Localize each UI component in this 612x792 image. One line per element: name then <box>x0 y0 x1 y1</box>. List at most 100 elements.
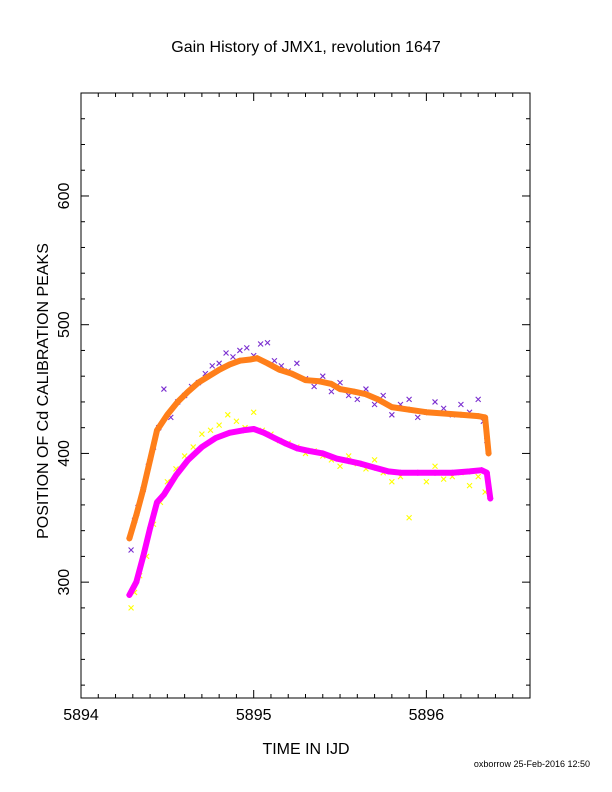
fit-point <box>466 468 473 475</box>
fit-point <box>276 366 283 373</box>
data-point <box>311 383 318 390</box>
fit-point <box>126 592 133 599</box>
fit-point <box>288 370 295 377</box>
fit-point <box>483 469 490 476</box>
fit-point <box>172 472 179 479</box>
data-point <box>363 386 369 392</box>
fit-point <box>147 456 154 463</box>
y-tick-label: 500 <box>56 311 73 338</box>
fit-point <box>133 579 140 586</box>
x-tick-label: 5895 <box>236 707 272 724</box>
fit-point <box>153 427 160 434</box>
data-point <box>216 422 223 428</box>
footer-stamp: oxborrow 25-Feb-2016 12:50 <box>473 759 590 769</box>
data-point <box>380 392 387 399</box>
fit-point <box>385 468 392 475</box>
data-point <box>198 431 205 438</box>
data-point <box>209 363 216 369</box>
fit-point <box>174 398 181 405</box>
fit-point <box>126 535 133 542</box>
fit-point <box>185 388 192 395</box>
fit-point <box>319 450 326 457</box>
data-point <box>319 373 326 380</box>
data-point <box>128 547 134 553</box>
data-point <box>475 396 482 403</box>
axis-ticks: 5894 5895 5896 300 400 500 600 <box>56 92 530 724</box>
fit-point <box>397 469 404 476</box>
fit-point <box>423 409 430 416</box>
fit-lines <box>126 355 494 599</box>
fit-point <box>140 486 147 493</box>
fit-point <box>485 450 492 457</box>
data-point <box>432 463 438 470</box>
fit-point <box>271 434 278 441</box>
data-point <box>207 427 214 434</box>
fit-point <box>254 355 261 362</box>
data-point <box>388 478 395 485</box>
fit-point <box>414 469 421 476</box>
data-point <box>466 482 473 489</box>
x-tick-label: 5894 <box>63 707 99 724</box>
fit-point <box>406 406 413 413</box>
data-point <box>216 360 223 367</box>
y-axis-label: POSITION OF Cd CALIBRATION PEAKS <box>35 243 52 539</box>
fit-point <box>212 434 219 441</box>
data-point <box>337 463 343 470</box>
fit-point <box>475 413 482 420</box>
x-axis-label: TIME IN IJD <box>262 741 349 758</box>
data-point <box>388 411 395 418</box>
fit-point <box>293 445 300 452</box>
fit-point <box>478 467 485 474</box>
fit-point <box>133 512 140 519</box>
fit-point <box>362 391 369 398</box>
fit-point <box>371 464 378 471</box>
fit-point <box>449 469 456 476</box>
data-point <box>458 401 464 408</box>
fit-point <box>281 440 288 447</box>
data-point <box>243 344 250 351</box>
fit-point <box>345 458 352 465</box>
fit-point <box>216 366 223 373</box>
fit-point <box>140 553 147 560</box>
data-point <box>224 411 231 418</box>
chart-title: Gain History of JMX1, revolution 1647 <box>171 39 441 56</box>
data-point <box>250 409 257 416</box>
data-point <box>475 473 482 480</box>
fit-point <box>482 414 489 421</box>
fit-point <box>487 495 494 502</box>
fit-point <box>240 427 247 434</box>
fit-point <box>261 429 268 436</box>
data-point <box>271 357 278 364</box>
fit-point <box>164 411 171 418</box>
y-tick-label: 600 <box>56 183 73 210</box>
fit-point <box>147 525 154 532</box>
fit-point <box>302 377 309 384</box>
y-tick-label: 400 <box>56 440 73 467</box>
data-point <box>233 418 240 425</box>
fit-point <box>205 373 212 380</box>
fit-point <box>226 361 233 368</box>
fit-point <box>264 360 271 367</box>
data-point <box>414 414 421 421</box>
data-point <box>264 339 271 346</box>
data-point <box>440 476 447 483</box>
data-point <box>440 405 447 412</box>
data-point <box>345 453 352 459</box>
fit-point <box>250 425 257 432</box>
fit-point <box>153 499 160 506</box>
y-tick-label: 300 <box>56 569 73 596</box>
data-point <box>161 386 167 392</box>
data-point <box>293 360 300 367</box>
data-point <box>190 444 197 450</box>
fit-point <box>357 460 364 467</box>
fit-point <box>457 411 464 418</box>
data-point <box>354 396 361 403</box>
fit-line <box>126 426 494 598</box>
fit-point <box>247 356 254 363</box>
fit-point <box>328 380 335 387</box>
data-point <box>423 478 430 485</box>
fit-point <box>440 410 447 417</box>
fit-point <box>305 447 312 454</box>
data-point <box>406 514 413 521</box>
